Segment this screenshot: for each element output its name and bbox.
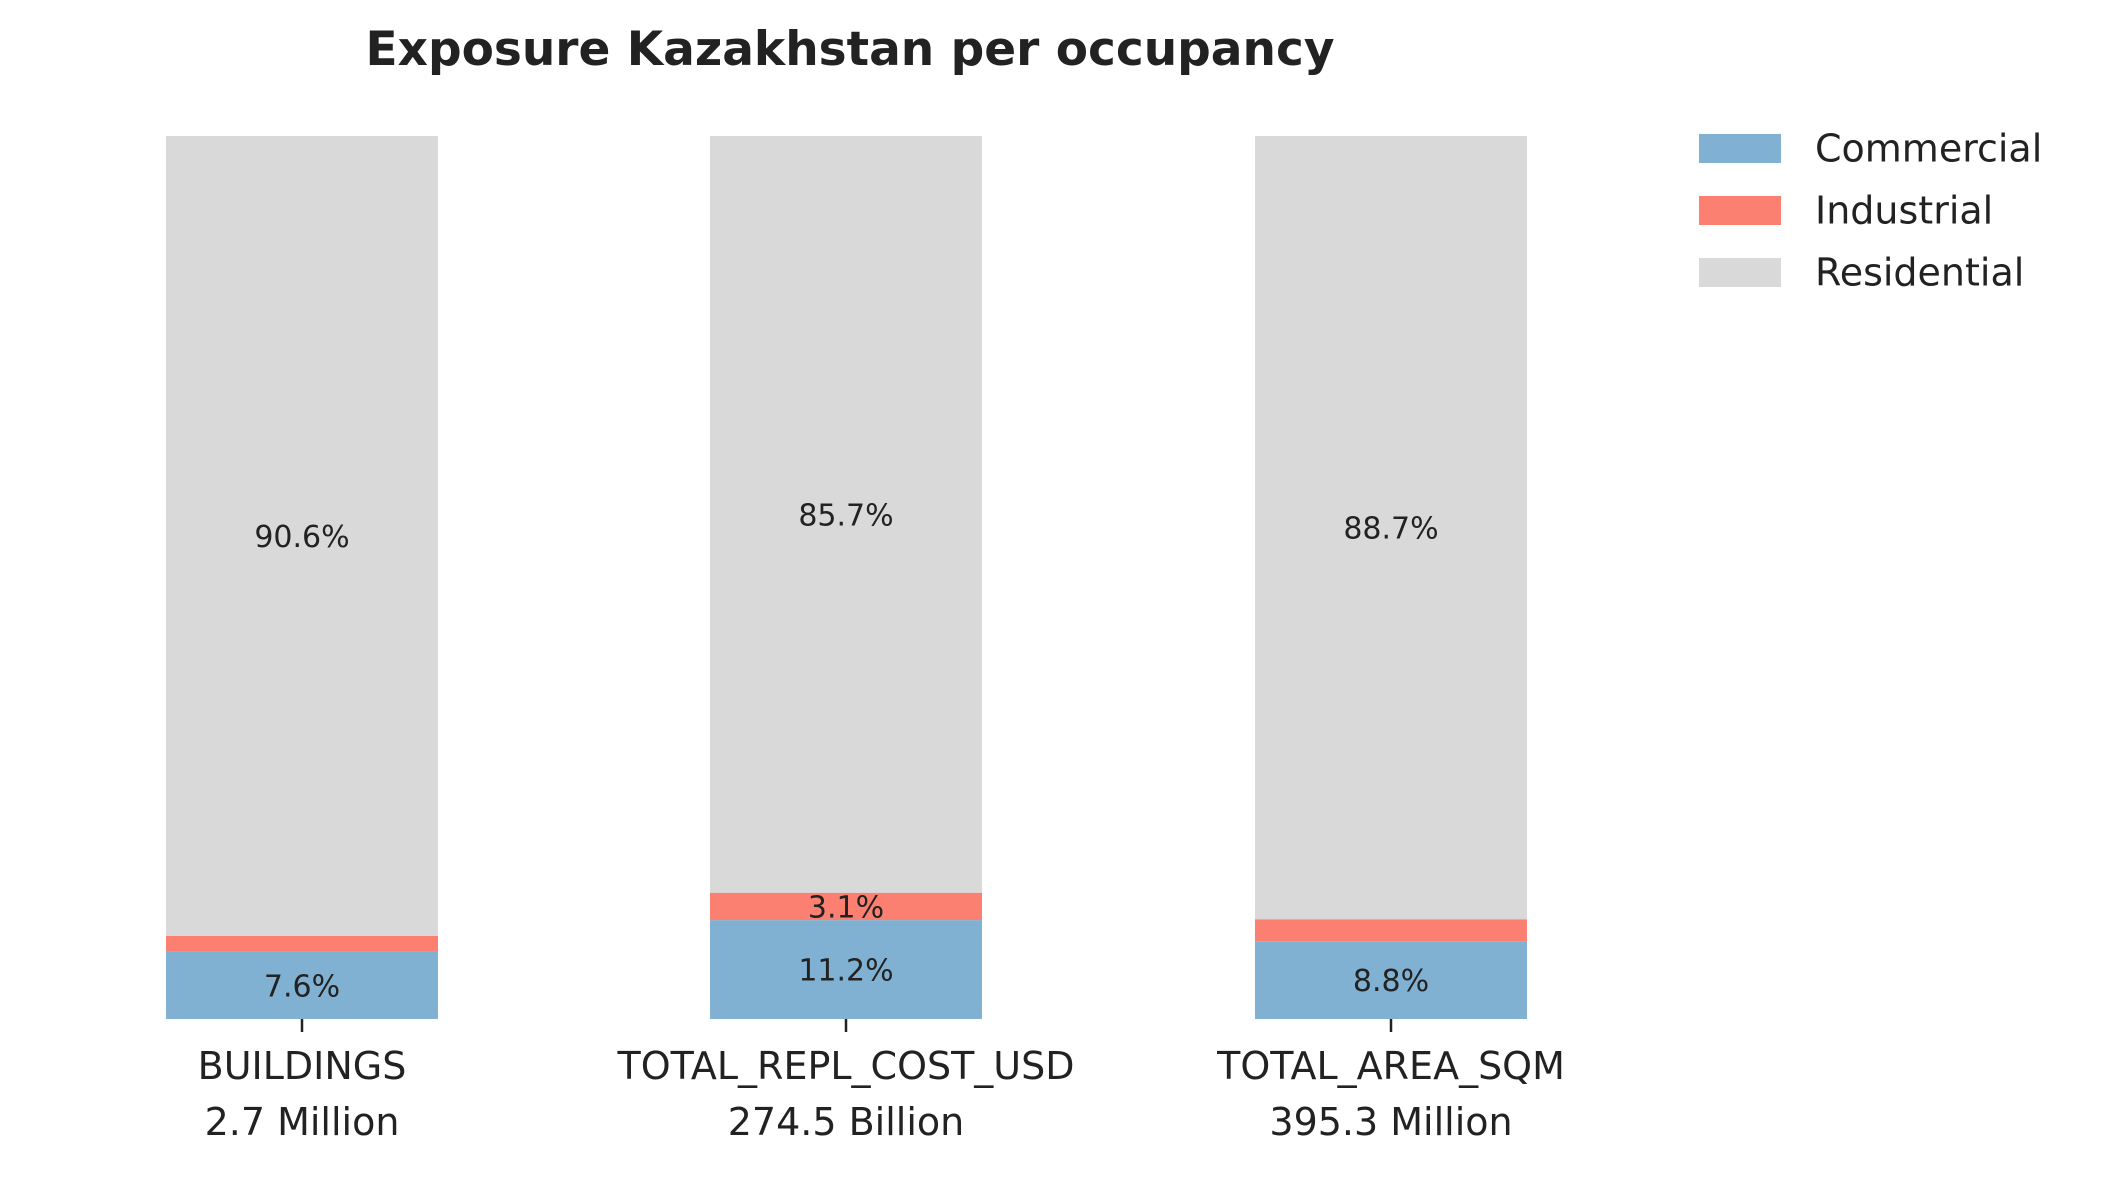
bar-industrial-total_repl_cost_usd bbox=[710, 892, 982, 921]
x-tick-label: TOTAL_AREA_SQM bbox=[1216, 1044, 1565, 1088]
chart-title: Exposure Kazakhstan per occupancy bbox=[366, 22, 1335, 77]
data-label: 3.1% bbox=[808, 890, 884, 925]
data-label: 8.8% bbox=[1353, 964, 1429, 999]
legend: Commercial Industrial Residential bbox=[1699, 127, 2042, 295]
data-labels-layer: 7.6% 90.6% 11.2% 3.1% 85.7% 8.8% 88.7% bbox=[254, 498, 1438, 1004]
bar-commercial-total_repl_cost_usd bbox=[710, 920, 982, 1019]
x-tick-total-label: 2.7 Million bbox=[205, 1100, 400, 1144]
bar-commercial-total_area_sqm bbox=[1255, 941, 1527, 1019]
data-label: 90.6% bbox=[254, 520, 349, 555]
bar-industrial-total_area_sqm bbox=[1255, 919, 1527, 942]
x-tick-total-label: 395.3 Million bbox=[1269, 1100, 1512, 1144]
x-tick-label: TOTAL_REPL_COST_USD bbox=[616, 1044, 1074, 1088]
bar-residential-total_area_sqm bbox=[1255, 136, 1527, 920]
bar-commercial-buildings bbox=[166, 951, 438, 1019]
data-label: 7.6% bbox=[264, 969, 340, 1004]
legend-label-commercial: Commercial bbox=[1815, 127, 2042, 171]
legend-swatch-residential bbox=[1699, 258, 1781, 287]
x-tick-total-label: 274.5 Billion bbox=[728, 1100, 965, 1144]
data-label: 85.7% bbox=[798, 498, 893, 533]
legend-swatch-commercial bbox=[1699, 134, 1781, 163]
legend-label-industrial: Industrial bbox=[1815, 189, 1993, 233]
bar-residential-total_repl_cost_usd bbox=[710, 136, 982, 893]
data-label: 11.2% bbox=[798, 954, 893, 989]
legend-label-residential: Residential bbox=[1815, 251, 2024, 295]
bar-residential-buildings bbox=[166, 136, 438, 936]
bars-layer bbox=[166, 136, 1527, 1019]
legend-swatch-industrial bbox=[1699, 196, 1781, 225]
bar-industrial-buildings bbox=[166, 935, 438, 952]
x-axis: BUILDINGS 2.7 Million TOTAL_REPL_COST_USD 2… bbox=[198, 1019, 1565, 1144]
x-tick-label: BUILDINGS bbox=[198, 1044, 407, 1088]
data-label: 88.7% bbox=[1343, 512, 1438, 547]
